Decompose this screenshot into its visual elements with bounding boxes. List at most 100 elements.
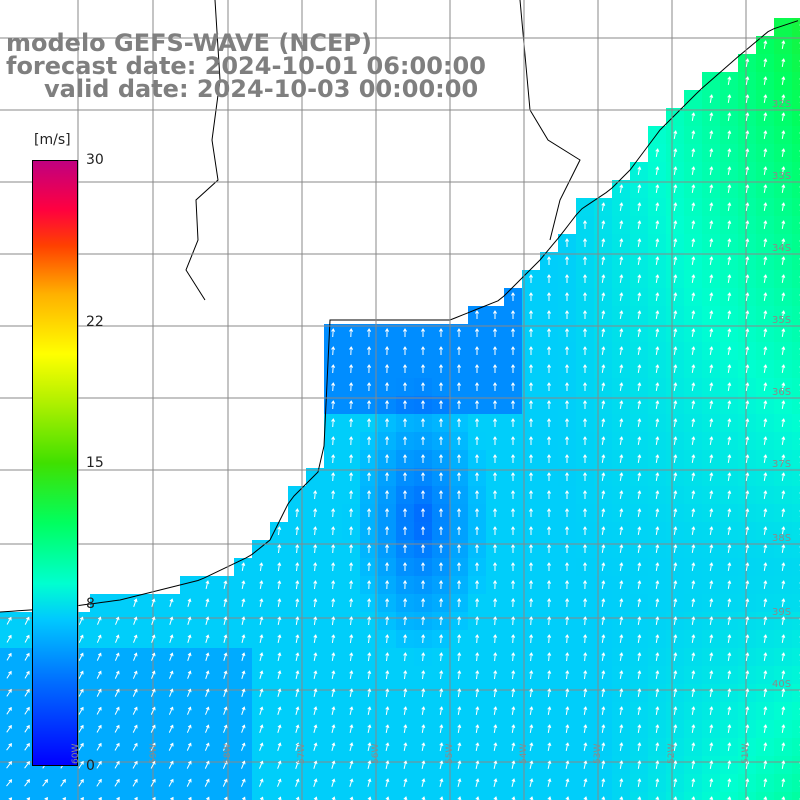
wind-arrow (186, 724, 192, 733)
wind-speed-cell (18, 792, 37, 800)
wind-arrow (349, 598, 354, 608)
wind-arrow (438, 472, 444, 481)
colorbar-tick-label: 30 (86, 152, 104, 168)
wind-arrow (709, 400, 714, 409)
wind-arrow (727, 328, 732, 337)
wind-arrow (78, 760, 84, 769)
wind-arrow (781, 184, 786, 193)
wind-arrow (456, 400, 462, 409)
wind-arrow (547, 598, 552, 608)
wind-arrow (132, 724, 138, 733)
wind-arrow (510, 472, 516, 481)
wind-arrow (367, 616, 372, 626)
wind-arrow (313, 562, 318, 572)
latitude-label: 32S (772, 99, 792, 110)
wind-arrow (655, 760, 660, 769)
wind-arrow (781, 742, 786, 751)
wind-arrow (763, 688, 768, 697)
wind-arrow (223, 634, 228, 643)
wind-arrow (6, 743, 12, 751)
wind-arrow (439, 652, 444, 662)
wind-arrow (619, 760, 624, 769)
wind-arrow (745, 346, 750, 355)
wind-speed-cell (792, 234, 800, 253)
wind-arrow (150, 706, 156, 715)
wind-arrow (114, 760, 120, 769)
wind-arrow (528, 400, 534, 409)
wind-arrow (601, 616, 606, 625)
wind-arrow (456, 508, 462, 517)
wind-arrow (295, 598, 300, 607)
wind-arrow (331, 454, 336, 464)
wind-arrow (781, 508, 786, 517)
wind-arrow (420, 454, 426, 463)
wind-arrow (367, 688, 372, 697)
wind-arrow (420, 472, 426, 481)
wind-speed-cell (594, 792, 613, 800)
wind-arrow (727, 130, 732, 139)
wind-arrow (78, 688, 84, 697)
wind-arrow (331, 418, 336, 428)
wind-arrow (564, 472, 570, 481)
wind-arrow (439, 616, 444, 626)
wind-speed-cell (396, 792, 415, 800)
wind-arrow (97, 616, 102, 625)
wind-arrow (493, 598, 498, 608)
wind-arrow (295, 652, 300, 662)
wind-arrow (691, 490, 696, 499)
wind-arrow (366, 382, 372, 392)
wind-arrow (349, 652, 354, 661)
wind-arrow (637, 562, 642, 571)
wind-arrow (366, 526, 372, 536)
wind-arrow (205, 670, 210, 679)
wind-arrow (781, 670, 786, 679)
wind-arrow (529, 706, 534, 715)
wind-arrow (691, 526, 696, 535)
wind-arrow (402, 436, 408, 445)
wind-arrow (619, 598, 624, 607)
wind-arrow (295, 580, 300, 590)
wind-arrow (637, 166, 642, 175)
wind-arrow (637, 274, 642, 283)
wind-arrow (295, 616, 300, 625)
wind-arrow (781, 364, 786, 373)
wind-speed-cell (198, 792, 217, 800)
wind-arrow (709, 418, 714, 427)
wind-arrow (564, 418, 570, 427)
wind-arrow (673, 220, 678, 229)
wind-arrow (331, 580, 336, 590)
wind-arrow (402, 526, 408, 535)
wind-speed-cell (792, 18, 800, 37)
wind-arrow (457, 778, 462, 788)
wind-arrow (421, 670, 426, 680)
wind-arrow (655, 418, 660, 427)
wind-arrow (565, 598, 570, 608)
wind-arrow (384, 346, 390, 356)
valid-date: valid date: 2024-10-03 00:00:00 (44, 75, 479, 103)
wind-arrow (114, 688, 120, 697)
wind-speed-cell (360, 792, 379, 800)
wind-arrow (349, 688, 354, 698)
wind-arrow (295, 544, 300, 554)
wind-arrow (492, 472, 498, 481)
wind-arrow (601, 274, 606, 283)
wind-arrow (402, 508, 408, 517)
wind-arrow (529, 796, 534, 800)
latitude-label: 35S (772, 315, 792, 326)
wind-arrow (510, 526, 516, 535)
wind-arrow (277, 598, 282, 607)
wind-arrow (511, 652, 516, 662)
wind-arrow (187, 670, 192, 679)
wind-arrow (763, 58, 768, 67)
wind-arrow (295, 670, 300, 680)
wind-arrow (222, 760, 228, 769)
wind-arrow (114, 778, 120, 787)
wind-arrow (223, 652, 228, 661)
wind-arrow (709, 184, 714, 193)
wind-arrow (366, 544, 372, 554)
wind-arrow (727, 166, 732, 175)
wind-arrow (421, 688, 426, 698)
wind-arrow (349, 580, 354, 590)
wind-arrow (655, 184, 660, 193)
